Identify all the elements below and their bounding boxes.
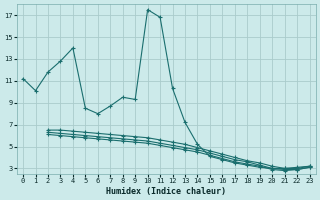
X-axis label: Humidex (Indice chaleur): Humidex (Indice chaleur) [106,187,226,196]
